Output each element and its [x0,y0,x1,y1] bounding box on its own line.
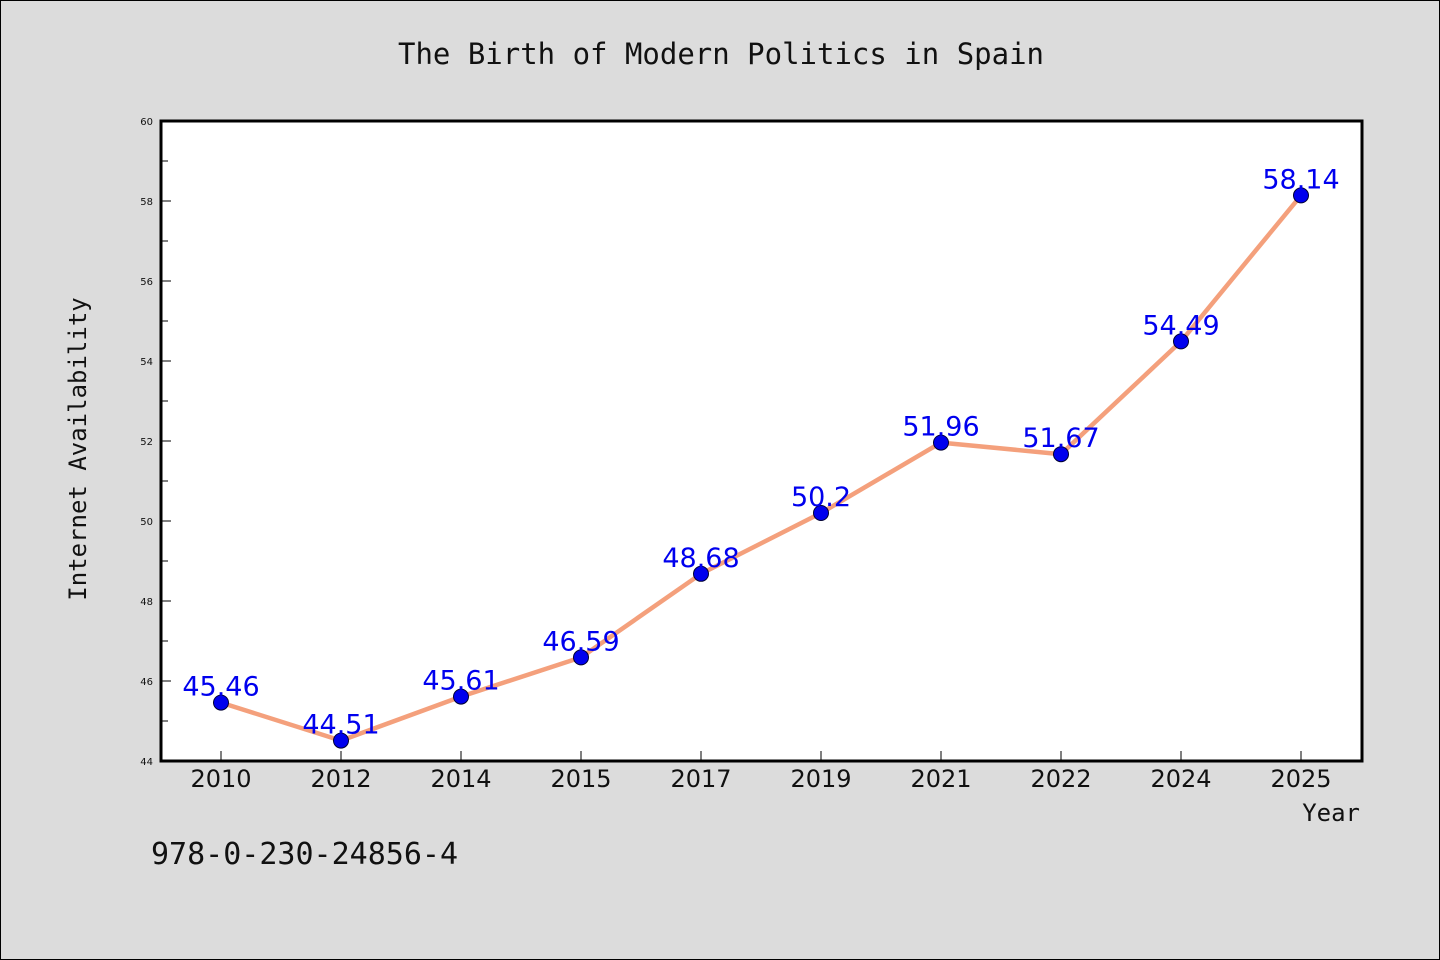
chart-title: The Birth of Modern Politics in Spain [398,37,1044,71]
data-point [1053,446,1069,463]
data-label: 46.59 [542,626,619,657]
data-label: 50.2 [791,482,851,513]
y-axis-label: Internet Availability [64,297,92,600]
data-point [1293,187,1309,204]
x-tick-label: 2021 [910,765,971,793]
data-point [1173,333,1189,350]
x-axis: 2010 2012 2014 2015 2017 2019 2021 2022 2024 2025 [190,751,1332,793]
y-tick-label: 54 [140,357,153,368]
y-tick-label: 58 [140,197,153,208]
x-tick-label: 2012 [310,765,371,793]
plot-area [159,119,1364,763]
series-layer: 45.46 44.51 45.61 46.59 48.68 50.2 51.96 51.67 5… [182,164,1340,749]
y-tick-label: 48 [140,597,153,608]
x-axis-label: Year [1302,799,1360,827]
data-point [213,694,229,711]
data-label: 44.51 [302,710,379,741]
y-tick-label: 44 [140,757,153,768]
data-label: 58.14 [1262,164,1339,195]
x-tick-label: 2024 [1150,765,1211,793]
y-axis: 44 46 48 50 52 54 56 58 60 [140,117,171,768]
y-tick-label: 52 [140,437,153,448]
y-tick-label: 46 [140,677,153,688]
x-tick-label: 2010 [190,765,251,793]
data-label: 45.61 [422,666,499,697]
series-line [220,193,1303,743]
data-label: 54.49 [1142,310,1219,341]
data-label: 51.67 [1022,423,1099,454]
y-tick-label: 60 [140,117,153,128]
x-tick-label: 2017 [670,765,731,793]
y-tick-label: 56 [140,277,153,288]
data-point [693,565,709,582]
data-point [453,688,469,705]
data-label: 51.96 [902,412,979,443]
data-point [813,505,829,521]
isbn-text: 978-0-230-24856-4 [151,837,458,872]
x-tick-label: 2015 [550,765,611,793]
data-point [333,732,349,749]
x-tick-label: 2022 [1030,765,1091,793]
data-point [573,649,589,666]
x-tick-label: 2014 [430,765,491,793]
data-label: 45.46 [182,672,259,703]
data-label: 48.68 [662,543,739,574]
x-tick-label: 2025 [1270,765,1331,793]
y-tick-label: 50 [140,517,153,528]
data-point [933,434,949,451]
x-tick-label: 2019 [790,765,851,793]
